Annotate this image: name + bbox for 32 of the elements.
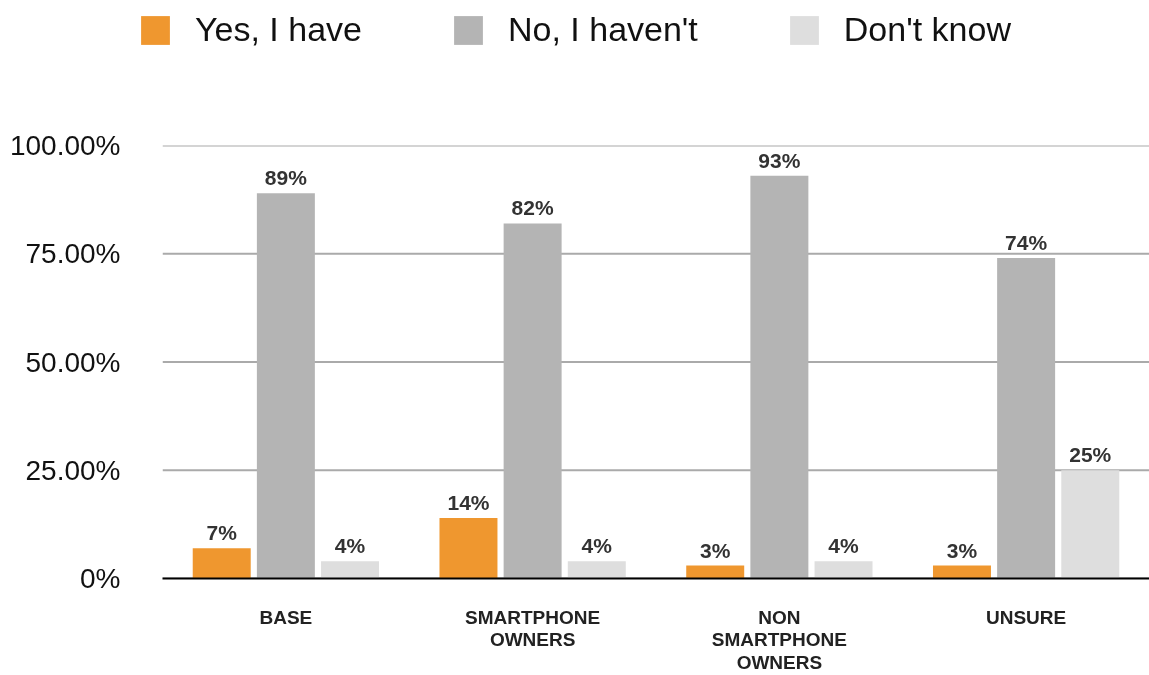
- data-label: 89%: [264, 166, 308, 190]
- bar: [439, 517, 498, 579]
- y-tick-label: 50.00%: [25, 346, 121, 378]
- y-tick-label: 0%: [80, 563, 121, 594]
- data-label: 7%: [206, 521, 238, 545]
- bar: [567, 561, 626, 579]
- data-label: 14%: [447, 490, 490, 514]
- data-label: 82%: [511, 196, 554, 220]
- data-label: 3%: [700, 538, 731, 562]
- data-label: 4%: [334, 534, 366, 558]
- data-label: 74%: [1005, 231, 1048, 255]
- y-tick-label: 75.00%: [25, 238, 121, 270]
- legend-label: Don't know: [843, 10, 1011, 49]
- data-label: 4%: [581, 534, 613, 558]
- x-tick-label: UNSURE: [986, 606, 1067, 628]
- bar: [814, 561, 873, 579]
- y-tick-label: 25.00%: [25, 454, 121, 486]
- data-label: 93%: [758, 148, 801, 172]
- y-tick-label: 100.00%: [9, 130, 121, 161]
- data-label: 4%: [828, 534, 860, 558]
- x-tick-label: SMARTPHONE OWNERS: [465, 606, 601, 651]
- bar: [321, 561, 380, 579]
- bar: [192, 548, 251, 579]
- bar: [686, 565, 745, 579]
- x-tick-label: NON SMARTPHONE OWNERS: [711, 606, 847, 673]
- legend-label: Yes, I have: [195, 10, 362, 49]
- bar: [1061, 470, 1120, 579]
- legend-label: No, I haven't: [507, 10, 698, 49]
- data-label: 3%: [946, 538, 978, 562]
- data-label: 25%: [1069, 443, 1112, 467]
- bar: [932, 565, 991, 579]
- x-tick-label: BASE: [259, 606, 313, 628]
